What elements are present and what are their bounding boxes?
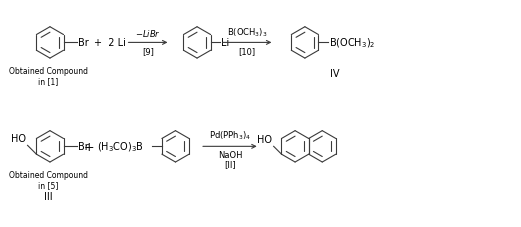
Text: [9]: [9] (142, 47, 154, 56)
Text: NaOH: NaOH (218, 151, 242, 160)
Text: +  2 Li: + 2 Li (94, 38, 126, 48)
Text: (H$_3$CO)$_3$B: (H$_3$CO)$_3$B (97, 140, 144, 153)
Text: Br: Br (78, 38, 89, 48)
Text: HO: HO (257, 135, 271, 145)
Text: Obtained Compound: Obtained Compound (8, 67, 88, 76)
Text: IV: IV (330, 69, 339, 79)
Text: Li: Li (221, 38, 230, 48)
Text: B(OCH$_3$)$_2$: B(OCH$_3$)$_2$ (329, 37, 376, 50)
Text: Pd(PPh$_3$)$_4$: Pd(PPh$_3$)$_4$ (209, 129, 251, 142)
Text: HO: HO (10, 134, 26, 144)
Text: $-$LiBr: $-$LiBr (135, 28, 161, 39)
Text: III: III (44, 192, 52, 202)
Text: +: + (84, 140, 94, 153)
Text: B(OCH$_3$)$_3$: B(OCH$_3$)$_3$ (227, 27, 267, 39)
Text: [10]: [10] (239, 47, 256, 56)
Text: in [1]: in [1] (38, 76, 58, 85)
Text: in [5]: in [5] (38, 180, 58, 189)
Text: Obtained Compound: Obtained Compound (8, 170, 88, 179)
Text: [II]: [II] (224, 159, 235, 168)
Text: Br: Br (78, 142, 89, 152)
